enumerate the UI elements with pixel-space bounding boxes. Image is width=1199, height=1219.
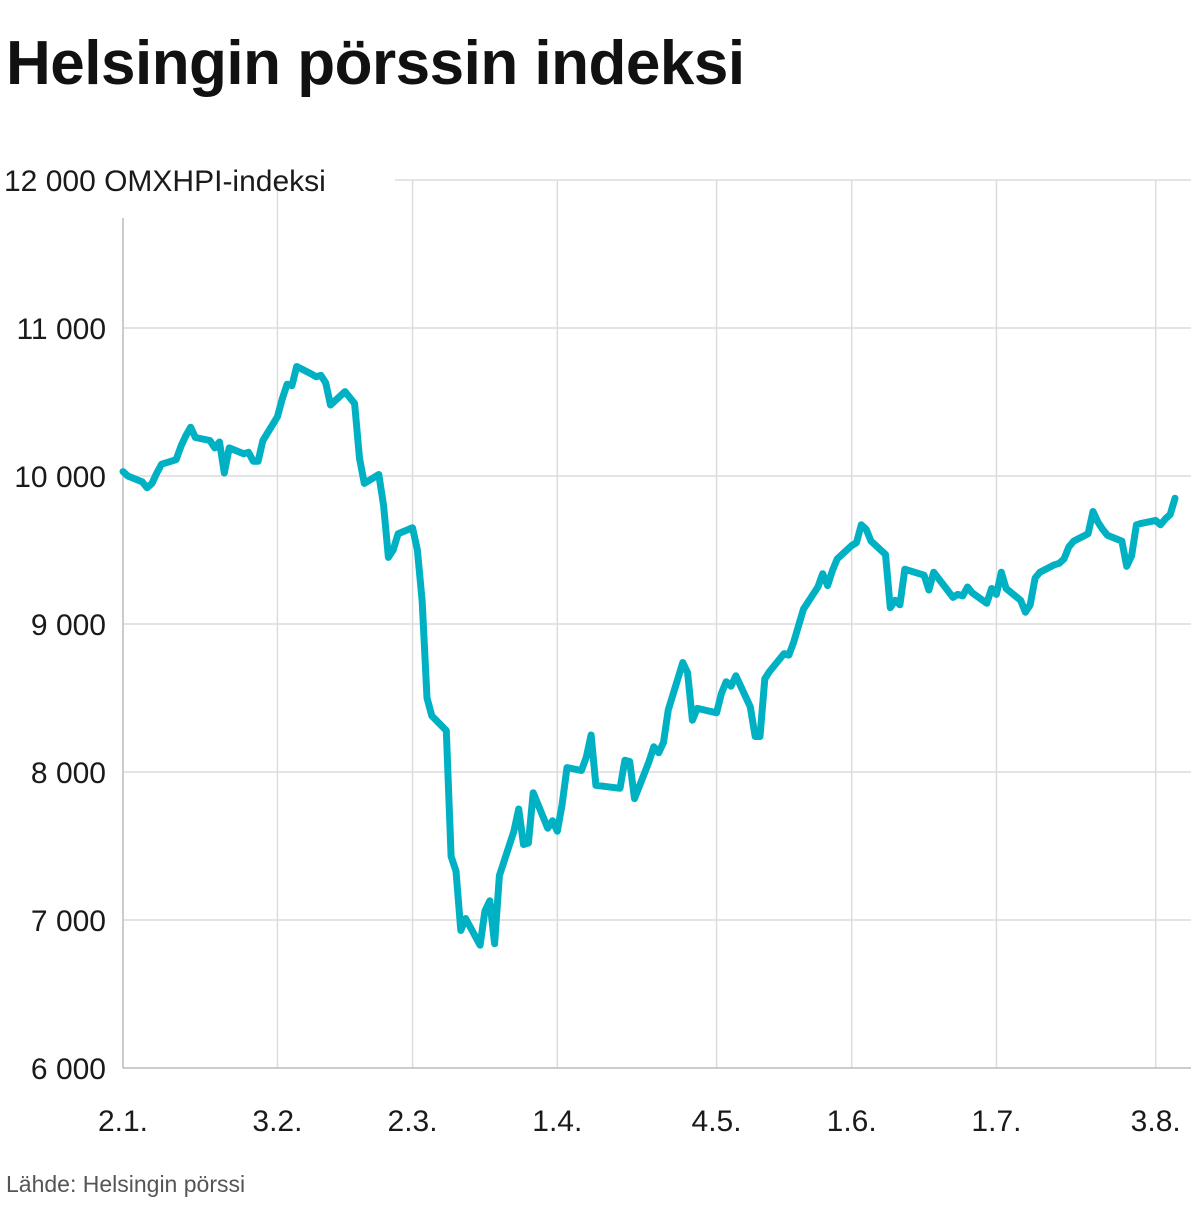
x-tick-label: 3.8.: [1131, 1105, 1181, 1138]
x-tick-label: 2.3.: [388, 1105, 438, 1138]
source-note: Lähde: Helsingin pörssi: [6, 1171, 246, 1197]
y-tick-label-top: 12 000 OMXHPI-indeksi: [4, 165, 326, 198]
x-tick-label: 1.7.: [971, 1105, 1021, 1138]
x-tick-label: 3.2.: [252, 1105, 302, 1138]
y-tick-label: 7 000: [31, 905, 106, 938]
chart-title: Helsingin pörssin indeksi: [6, 29, 745, 98]
axis-layer: [122, 218, 1191, 1069]
y-tick-label: 8 000: [31, 757, 106, 790]
grid-layer: [123, 179, 1191, 1068]
x-tick-label: 4.5.: [692, 1105, 742, 1138]
y-tick-label: 10 000: [14, 461, 106, 494]
y-tick-label: 9 000: [31, 609, 106, 642]
y-tick-label: 6 000: [31, 1053, 106, 1086]
x-tick-label: 1.6.: [827, 1105, 877, 1138]
x-tick-label: 2.1.: [98, 1105, 148, 1138]
series-line: [119, 363, 1179, 949]
line-layer: [119, 363, 1179, 949]
label-layer: 6 000 7 000 8 000 9 000 10 000 11 000 12 000 O…: [4, 165, 1181, 1138]
y-tick-label: 11 000: [16, 313, 106, 346]
x-tick-label: 1.4.: [532, 1105, 582, 1138]
